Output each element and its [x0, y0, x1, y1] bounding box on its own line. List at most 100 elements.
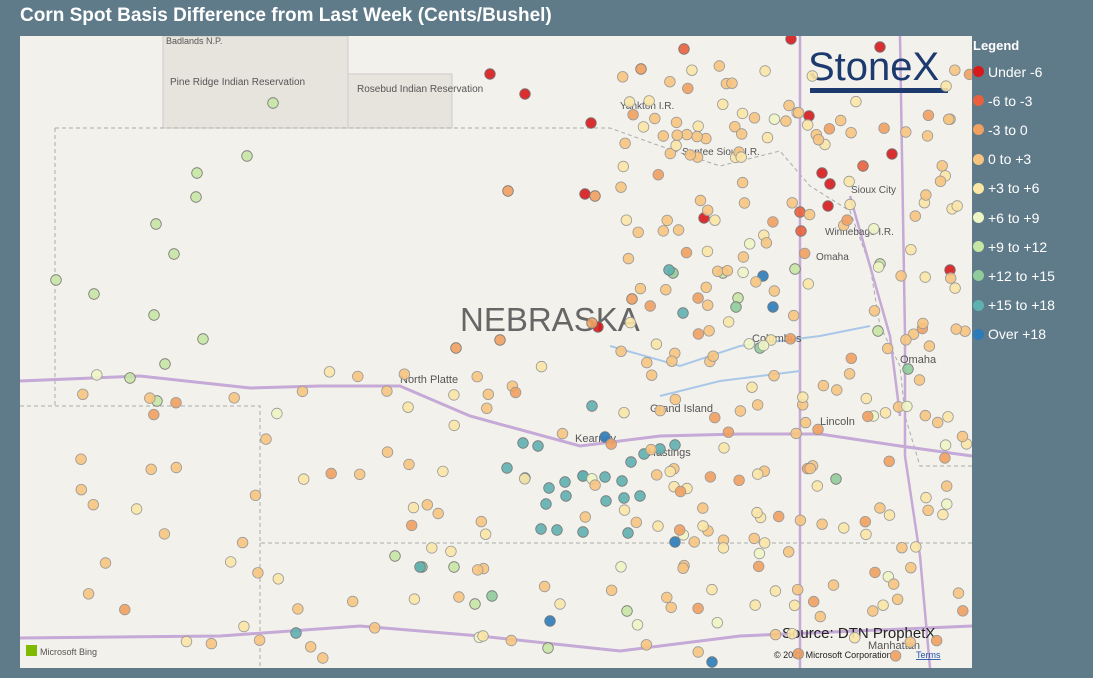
- marker: [509, 386, 522, 399]
- legend-swatch: [973, 299, 984, 311]
- marker: [767, 301, 779, 313]
- marker: [627, 108, 639, 121]
- marker: [726, 77, 738, 89]
- marker: [773, 510, 785, 523]
- marker: [901, 400, 913, 413]
- legend-label: 0 to +3: [988, 151, 1032, 168]
- legend-label: +6 to +9: [988, 209, 1040, 226]
- marker: [896, 542, 908, 554]
- marker: [170, 397, 182, 409]
- marker: [323, 366, 336, 378]
- marker: [481, 402, 493, 415]
- marker: [949, 282, 961, 294]
- marker: [769, 628, 782, 641]
- marker: [750, 276, 762, 288]
- marker: [170, 461, 183, 474]
- marker: [883, 455, 895, 468]
- marker: [711, 617, 724, 629]
- marker: [923, 340, 936, 352]
- legend-item: +15 to +18: [973, 291, 1055, 320]
- marker: [757, 339, 770, 352]
- marker: [305, 641, 317, 653]
- marker: [697, 502, 709, 514]
- marker: [535, 360, 548, 373]
- marker: [734, 405, 747, 417]
- marker: [649, 112, 661, 125]
- marker: [620, 214, 633, 226]
- source: Source: DTN ProphetX: [782, 625, 935, 642]
- marker: [849, 632, 861, 644]
- marker: [641, 356, 653, 369]
- marker: [585, 117, 597, 129]
- marker: [664, 147, 677, 160]
- marker: [891, 593, 904, 606]
- legend-swatch: [973, 66, 984, 78]
- marker: [224, 556, 237, 568]
- marker: [290, 627, 302, 639]
- marker: [859, 516, 872, 528]
- marker: [347, 595, 359, 608]
- marker: [822, 200, 834, 212]
- marker: [748, 112, 761, 124]
- marker: [519, 473, 531, 485]
- marker: [905, 562, 917, 574]
- marker: [450, 342, 462, 354]
- place-label: Sioux City: [851, 185, 896, 196]
- marker: [692, 292, 704, 304]
- marker: [354, 468, 366, 481]
- marker: [681, 128, 693, 141]
- marker: [700, 281, 712, 294]
- marker: [888, 578, 900, 590]
- marker: [677, 562, 689, 574]
- legend-title: Legend: [973, 38, 1020, 53]
- marker: [660, 283, 672, 296]
- marker: [634, 490, 646, 502]
- legend: Legend Under -6 -6 to -3 -3 to 0 0 to +3 +3 …: [973, 38, 1055, 349]
- marker: [236, 536, 249, 549]
- marker: [253, 634, 266, 646]
- marker: [381, 446, 394, 458]
- legend-swatch: [973, 153, 984, 165]
- marker: [733, 474, 745, 487]
- marker: [721, 264, 734, 277]
- marker: [544, 615, 556, 627]
- marker: [664, 76, 676, 88]
- marker: [795, 225, 807, 237]
- legend-item: +9 to +12: [973, 232, 1055, 261]
- marker: [692, 120, 704, 132]
- marker: [644, 300, 656, 312]
- marker: [622, 252, 635, 265]
- marker: [900, 126, 912, 138]
- marker: [939, 452, 951, 464]
- marker: [874, 502, 886, 514]
- marker: [148, 408, 160, 421]
- marker: [657, 225, 670, 237]
- marker: [502, 185, 514, 197]
- marker: [949, 64, 961, 76]
- marker: [381, 385, 393, 397]
- legend-swatch: [973, 124, 984, 136]
- marker: [784, 333, 797, 345]
- reservation: [347, 73, 453, 129]
- marker: [919, 409, 932, 422]
- marker: [712, 265, 724, 278]
- marker: [877, 599, 889, 611]
- marker: [414, 561, 426, 573]
- marker: [669, 536, 681, 548]
- marker: [317, 652, 329, 664]
- terms-link[interactable]: Terms: [916, 650, 941, 660]
- marker: [872, 261, 885, 273]
- marker: [402, 401, 414, 413]
- marker: [672, 224, 685, 236]
- legend-swatch: [973, 241, 984, 253]
- map-features: [20, 36, 972, 668]
- marker: [701, 245, 714, 258]
- marker: [922, 504, 934, 517]
- marker: [744, 238, 756, 250]
- marker: [816, 167, 828, 179]
- marker: [671, 129, 683, 141]
- legend-item: Under -6: [973, 57, 1055, 86]
- legend-item: 0 to +3: [973, 145, 1055, 174]
- marker: [707, 350, 719, 362]
- marker: [830, 473, 842, 485]
